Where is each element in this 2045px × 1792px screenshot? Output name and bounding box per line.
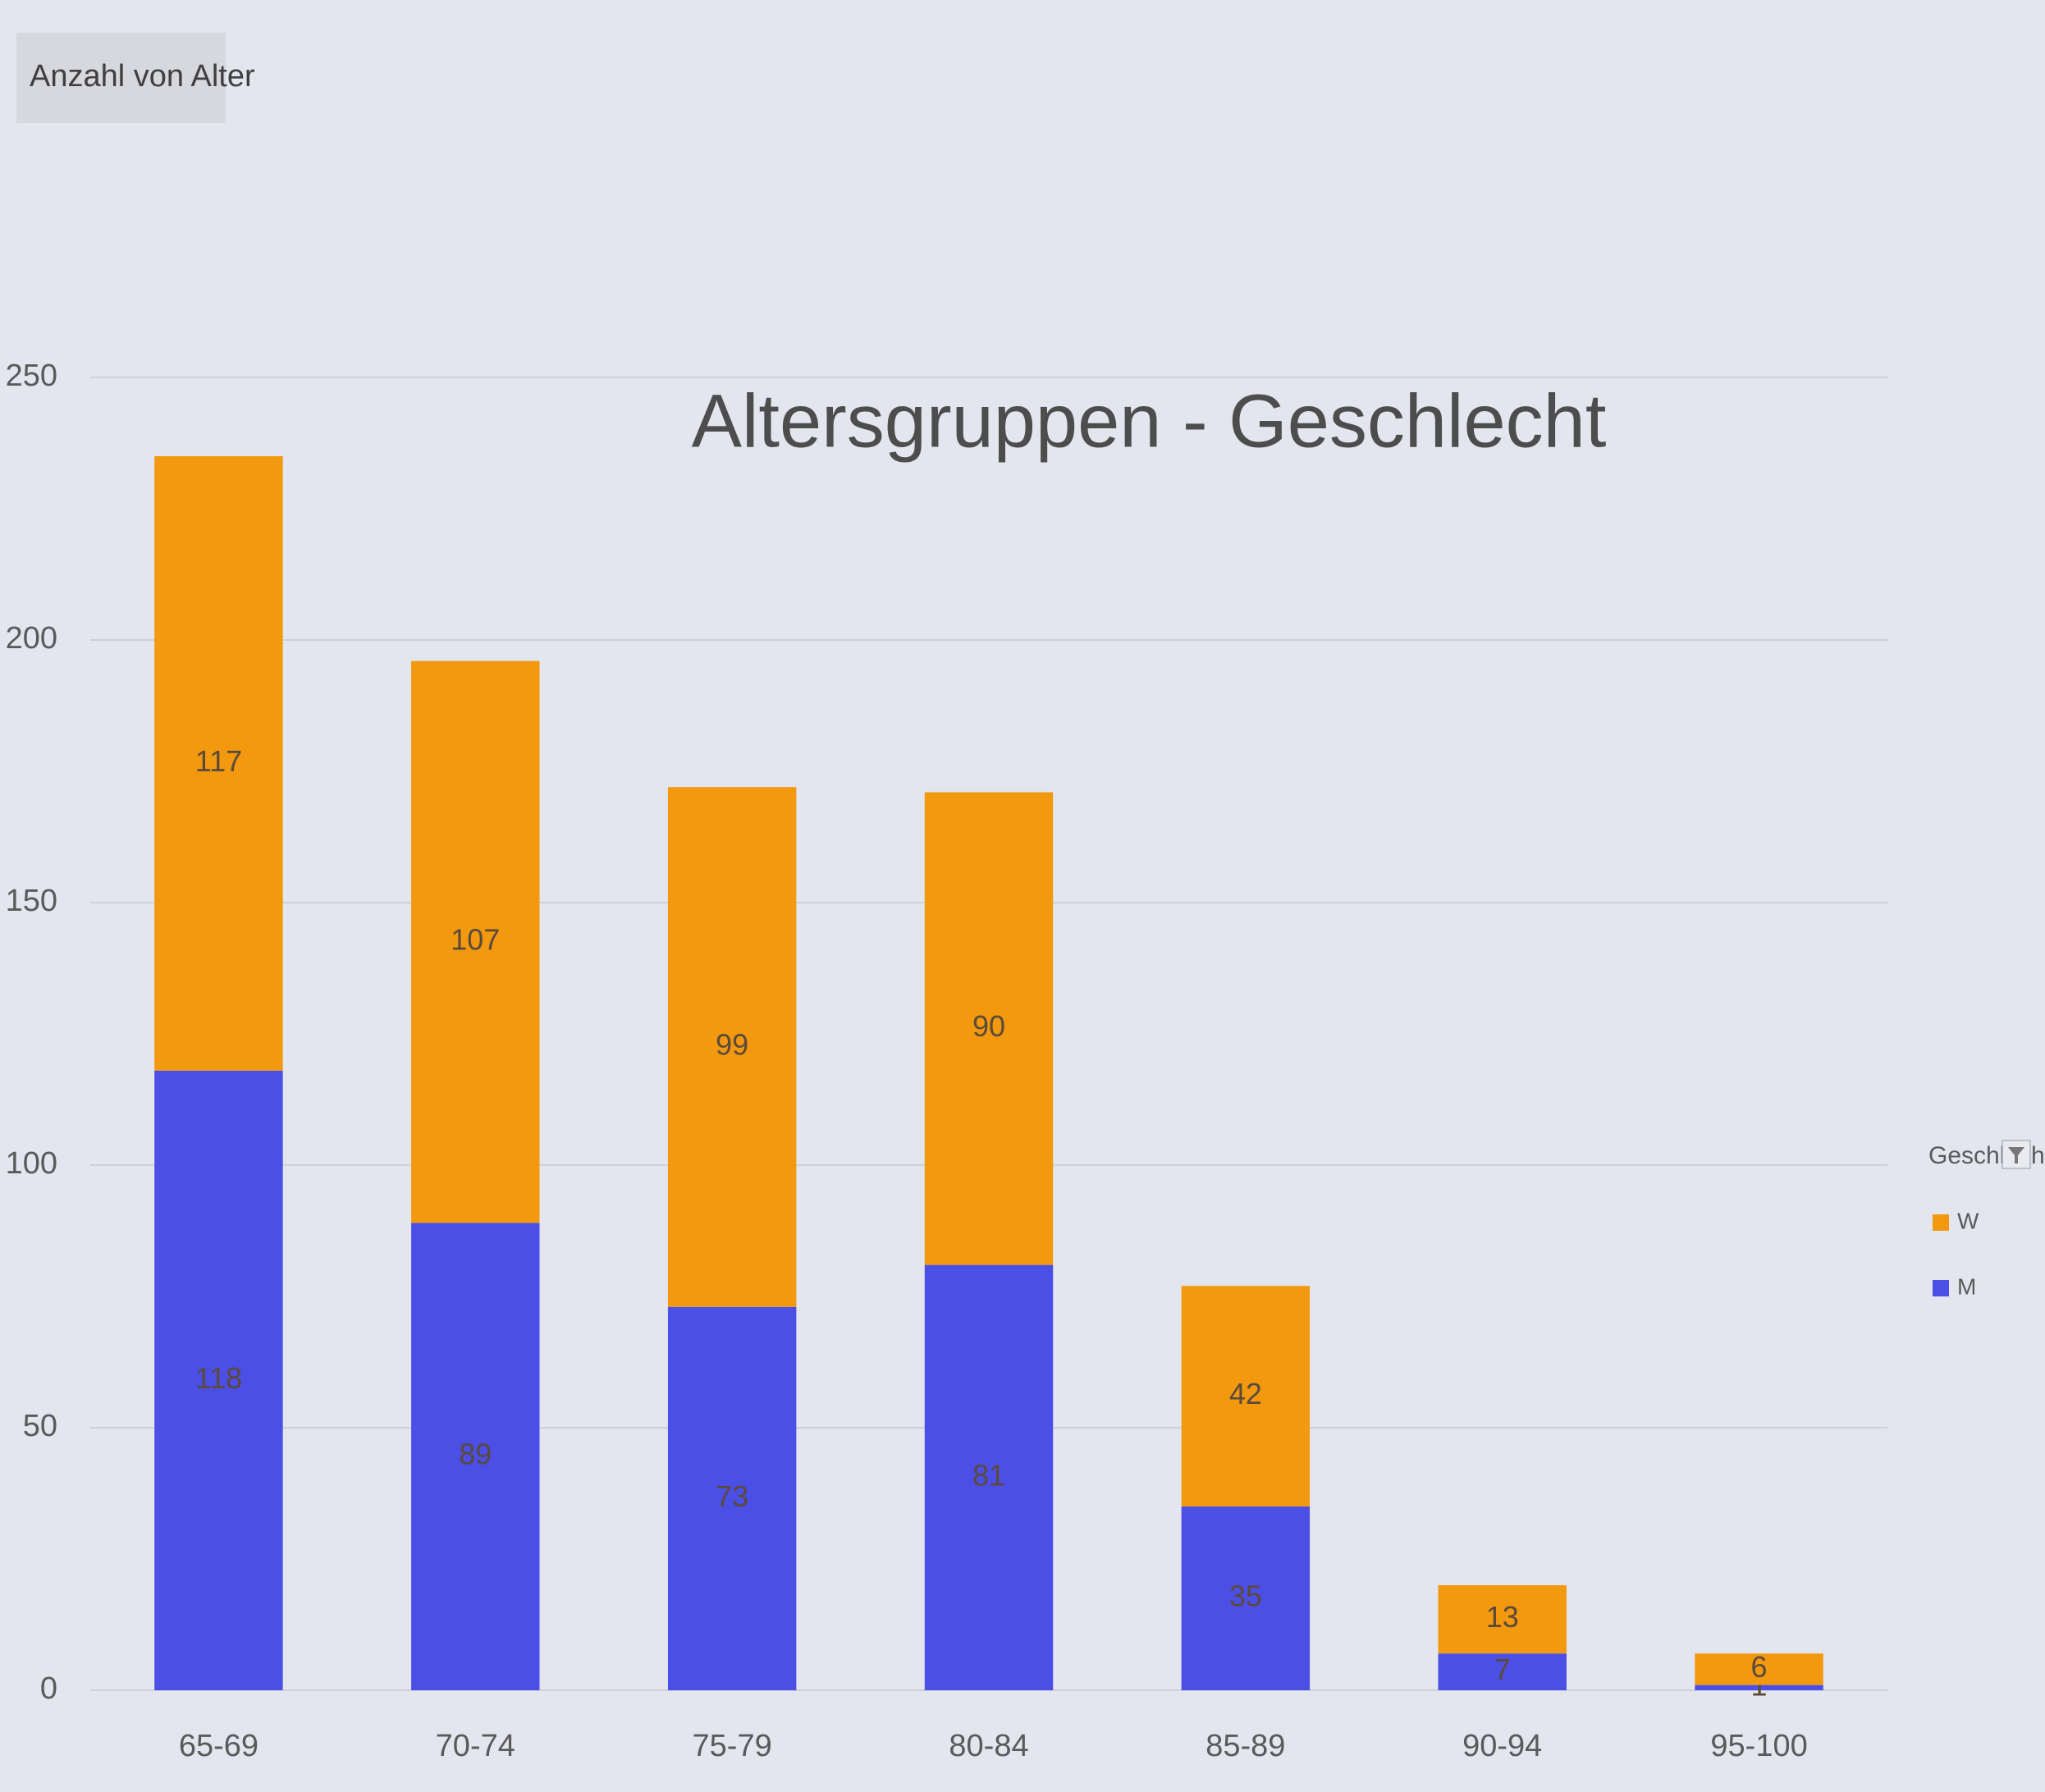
x-tick-label: 85-89	[1205, 1729, 1285, 1763]
data-label: 73	[716, 1479, 748, 1513]
field-button-label: Anzahl von Alter	[30, 59, 255, 94]
legend-label: W	[1957, 1208, 1979, 1233]
bar-segment	[667, 1306, 797, 1690]
y-tick-label: 150	[6, 884, 57, 918]
data-label: 7	[1494, 1653, 1511, 1686]
data-label: 118	[195, 1361, 242, 1395]
data-label: 90	[972, 1009, 1005, 1043]
bar-segment	[924, 792, 1054, 1265]
x-tick-label: 65-69	[179, 1729, 258, 1763]
data-label: 89	[459, 1438, 492, 1471]
bar-segment	[154, 456, 283, 1071]
legend-swatch	[1933, 1214, 1949, 1231]
data-label: 107	[451, 923, 500, 957]
bar-segment	[411, 1223, 540, 1690]
y-tick-label: 200	[6, 621, 57, 656]
bar-segment	[1438, 1585, 1567, 1654]
bar-segment	[1695, 1685, 1823, 1690]
data-label: 35	[1229, 1579, 1262, 1613]
data-label: 6	[1751, 1650, 1768, 1684]
legend-swatch	[1933, 1280, 1949, 1296]
chart-title: Altersgruppen - Geschlecht	[692, 379, 1607, 463]
bar-segment	[667, 787, 797, 1307]
bar-segment	[411, 661, 540, 1223]
x-tick-label: 70-74	[436, 1729, 515, 1763]
bar-segment	[1181, 1286, 1311, 1506]
y-tick-label: 0	[40, 1671, 57, 1706]
y-tick-label: 50	[23, 1409, 57, 1443]
data-label: 81	[972, 1458, 1005, 1492]
bar-segment	[1438, 1653, 1567, 1690]
data-label: 13	[1486, 1600, 1519, 1634]
data-label: 42	[1229, 1377, 1262, 1410]
y-tick-label: 250	[6, 359, 57, 393]
x-tick-label: 80-84	[949, 1729, 1028, 1763]
bar-segment	[154, 1070, 283, 1690]
x-tick-label: 75-79	[693, 1729, 772, 1763]
field-button[interactable]	[16, 33, 226, 123]
bar-segment	[924, 1264, 1054, 1690]
x-tick-label: 95-100	[1710, 1729, 1807, 1763]
legend-label: M	[1957, 1273, 1976, 1299]
filter-icon	[2008, 1147, 2024, 1163]
data-label: 117	[195, 744, 242, 778]
filter-button[interactable]	[2002, 1140, 2031, 1169]
x-tick-label: 90-94	[1462, 1729, 1542, 1763]
bar-segment	[1181, 1506, 1311, 1690]
bar-segment	[1695, 1653, 1823, 1685]
y-tick-label: 100	[6, 1146, 57, 1181]
data-label: 99	[716, 1028, 748, 1062]
